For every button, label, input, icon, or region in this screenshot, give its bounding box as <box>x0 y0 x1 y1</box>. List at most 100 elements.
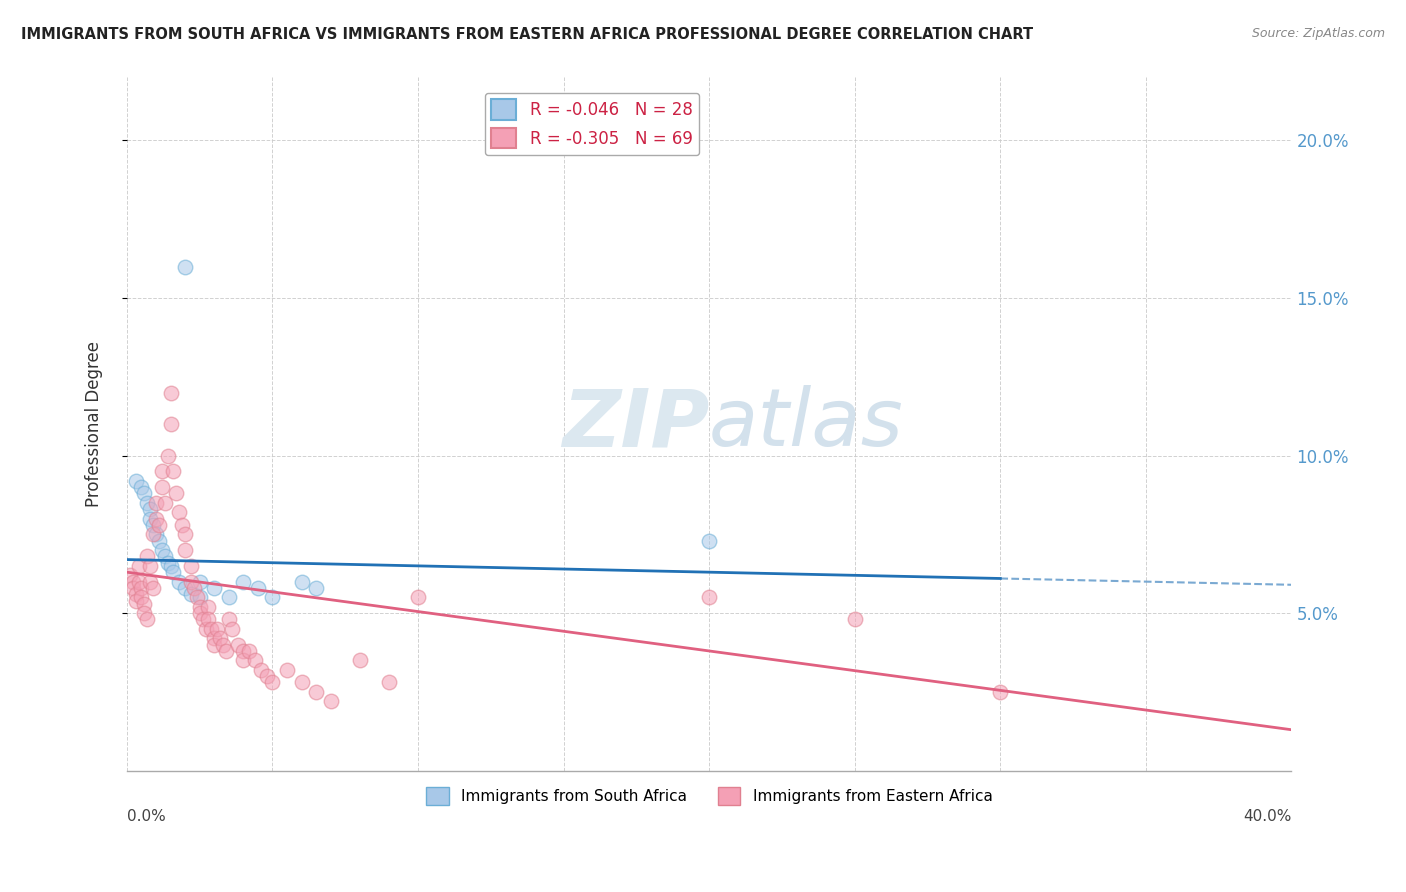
Point <box>305 581 328 595</box>
Point <box>124 587 146 601</box>
Legend: Immigrants from South Africa, Immigrants from Eastern Africa: Immigrants from South Africa, Immigrants… <box>420 780 998 812</box>
Point <box>150 543 173 558</box>
Point <box>136 496 159 510</box>
Point <box>124 593 146 607</box>
Point <box>262 675 284 690</box>
Point <box>197 612 219 626</box>
Point <box>200 622 222 636</box>
Point <box>134 606 156 620</box>
Point <box>131 591 153 605</box>
Point <box>150 464 173 478</box>
Y-axis label: Professional Degree: Professional Degree <box>86 341 103 507</box>
Text: ZIP: ZIP <box>562 385 709 463</box>
Point <box>169 505 191 519</box>
Point <box>218 612 240 626</box>
Point <box>162 464 184 478</box>
Point <box>349 653 371 667</box>
Point <box>697 591 720 605</box>
Point <box>142 581 165 595</box>
Point <box>174 260 197 274</box>
Point <box>165 486 187 500</box>
Point <box>153 549 176 564</box>
Point <box>202 638 225 652</box>
Point <box>291 574 314 589</box>
Point <box>202 581 225 595</box>
Point <box>218 591 240 605</box>
Point <box>406 591 429 605</box>
Point <box>145 527 167 541</box>
Point <box>256 669 278 683</box>
Point <box>319 694 342 708</box>
Point <box>250 663 273 677</box>
Point <box>131 480 153 494</box>
Point <box>180 558 202 573</box>
Point <box>180 574 202 589</box>
Point <box>205 622 228 636</box>
Point <box>153 496 176 510</box>
Point <box>202 632 225 646</box>
Point <box>262 591 284 605</box>
Text: IMMIGRANTS FROM SOUTH AFRICA VS IMMIGRANTS FROM EASTERN AFRICA PROFESSIONAL DEGR: IMMIGRANTS FROM SOUTH AFRICA VS IMMIGRAN… <box>21 27 1033 42</box>
Point <box>844 612 866 626</box>
Point <box>305 685 328 699</box>
Point <box>139 574 162 589</box>
Point <box>174 543 197 558</box>
Point <box>188 599 211 614</box>
Point <box>172 517 194 532</box>
Point <box>121 574 143 589</box>
Point <box>232 653 254 667</box>
Point <box>139 558 162 573</box>
Point <box>142 517 165 532</box>
Text: 40.0%: 40.0% <box>1243 809 1292 824</box>
Point <box>238 644 260 658</box>
Point <box>128 558 150 573</box>
Point <box>188 606 211 620</box>
Point <box>186 591 208 605</box>
Point <box>226 638 249 652</box>
Text: 0.0%: 0.0% <box>127 809 166 824</box>
Point <box>188 591 211 605</box>
Point <box>183 581 205 595</box>
Point <box>209 632 232 646</box>
Point <box>232 574 254 589</box>
Point <box>169 574 191 589</box>
Point <box>246 581 269 595</box>
Point <box>156 556 179 570</box>
Point <box>221 622 243 636</box>
Point <box>697 533 720 548</box>
Point <box>188 574 211 589</box>
Point <box>159 417 181 431</box>
Point <box>145 511 167 525</box>
Point <box>194 622 217 636</box>
Point <box>131 581 153 595</box>
Point <box>134 486 156 500</box>
Point <box>139 502 162 516</box>
Point <box>134 597 156 611</box>
Point <box>159 385 181 400</box>
Point <box>159 558 181 573</box>
Point <box>145 496 167 510</box>
Point <box>174 527 197 541</box>
Point <box>191 612 214 626</box>
Point <box>988 685 1011 699</box>
Point <box>128 574 150 589</box>
Point <box>136 612 159 626</box>
Point <box>156 449 179 463</box>
Point <box>142 527 165 541</box>
Point <box>150 480 173 494</box>
Point <box>243 653 266 667</box>
Point <box>124 474 146 488</box>
Point <box>212 638 235 652</box>
Point <box>139 511 162 525</box>
Point <box>121 581 143 595</box>
Point <box>174 581 197 595</box>
Point <box>136 549 159 564</box>
Point <box>118 568 141 582</box>
Point <box>197 599 219 614</box>
Text: atlas: atlas <box>709 385 904 463</box>
Point <box>148 533 170 548</box>
Text: Source: ZipAtlas.com: Source: ZipAtlas.com <box>1251 27 1385 40</box>
Point <box>180 587 202 601</box>
Point <box>291 675 314 690</box>
Point <box>148 517 170 532</box>
